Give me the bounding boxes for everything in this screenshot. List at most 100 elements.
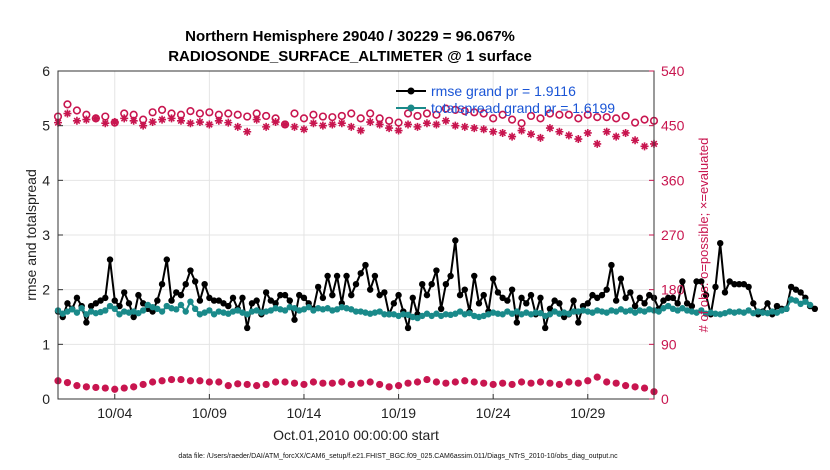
data-point (139, 307, 147, 314)
data-point (305, 303, 312, 311)
data-point (163, 256, 170, 263)
data-point (243, 127, 252, 136)
data-point (333, 272, 341, 280)
data-point (195, 109, 205, 118)
data-point (233, 122, 242, 131)
data-point (612, 114, 621, 123)
data-point (271, 378, 280, 386)
data-point (319, 379, 327, 387)
data-point (584, 300, 591, 307)
data-point (447, 272, 454, 280)
data-point (366, 109, 375, 118)
data-point (702, 291, 710, 299)
y-tick-label: 3 (42, 227, 50, 243)
data-point (806, 301, 814, 309)
data-point (224, 109, 233, 118)
data-point (68, 306, 76, 313)
data-point (797, 289, 804, 296)
data-point (507, 115, 517, 124)
data-point (130, 313, 137, 321)
data-point (243, 112, 252, 121)
data-point (574, 114, 583, 123)
data-point (404, 324, 412, 332)
data-point (357, 270, 364, 277)
data-point (135, 309, 142, 317)
data-point (281, 291, 289, 299)
data-point (111, 305, 118, 312)
data-point (318, 121, 327, 130)
x-tick-label: 10/09 (192, 405, 227, 421)
data-point (116, 302, 123, 310)
data-point (717, 240, 724, 247)
data-point (148, 108, 157, 117)
data-point (291, 316, 298, 323)
data-point (612, 379, 620, 387)
data-point (536, 378, 545, 386)
data-point (116, 311, 123, 318)
data-point (545, 109, 555, 118)
data-point (664, 302, 672, 310)
data-point (187, 267, 194, 274)
data-point (602, 127, 611, 136)
data-point (792, 286, 800, 293)
data-point (419, 281, 426, 288)
data-point (319, 294, 327, 302)
data-point (195, 118, 204, 127)
data-point (290, 122, 299, 131)
data-point (423, 375, 431, 384)
data-point (214, 116, 223, 125)
data-point (394, 382, 403, 390)
data-point (640, 115, 649, 124)
data-point (508, 132, 517, 141)
data-point (205, 108, 214, 117)
data-point (309, 119, 318, 128)
data-point (356, 114, 365, 123)
data-point (527, 291, 535, 299)
data-point (721, 289, 729, 296)
data-point (640, 384, 649, 392)
data-point (329, 291, 336, 299)
data-point (318, 112, 327, 121)
data-point (470, 378, 478, 386)
data-point (499, 379, 507, 387)
data-point (564, 131, 573, 140)
data-point (271, 118, 280, 127)
series-totalspread-1 (54, 296, 814, 322)
chart-title-line2: RADIOSONDE_SURFACE_ALTIMETER @ 1 surface (168, 48, 532, 65)
data-point (564, 110, 573, 119)
data-point (366, 378, 374, 386)
data-point (390, 300, 398, 307)
data-point (479, 109, 488, 118)
data-point (456, 291, 464, 299)
data-point (253, 297, 260, 304)
data-point (356, 126, 365, 135)
data-point (546, 311, 554, 318)
data-point (764, 300, 771, 307)
data-point (196, 377, 204, 385)
data-point (499, 311, 506, 318)
data-point (299, 125, 308, 134)
y-tick-label: 0 (42, 391, 50, 407)
data-point (158, 308, 166, 315)
data-point (518, 294, 525, 302)
data-point (262, 289, 270, 296)
data-point (125, 300, 133, 307)
data-point (452, 237, 459, 244)
data-point (299, 114, 309, 123)
data-point (148, 118, 157, 127)
data-point (560, 313, 568, 321)
data-point (347, 122, 356, 131)
data-point (413, 122, 422, 131)
data-point (460, 106, 469, 116)
data-point (252, 115, 261, 124)
data-point (201, 281, 208, 288)
data-point (479, 125, 488, 134)
series-layer (53, 100, 819, 396)
data-point (442, 311, 450, 318)
data-point (300, 294, 308, 302)
legend-totalspread-label: totalspread grand pr = 1.6199 (431, 100, 615, 116)
ticks-layer: 0 1 2 3 4 5 6 0 90 180 270 360 450 540 10/04 10/09 10/14… (42, 63, 684, 421)
data-point (811, 305, 819, 312)
data-point (750, 300, 757, 307)
data-point (537, 309, 544, 317)
